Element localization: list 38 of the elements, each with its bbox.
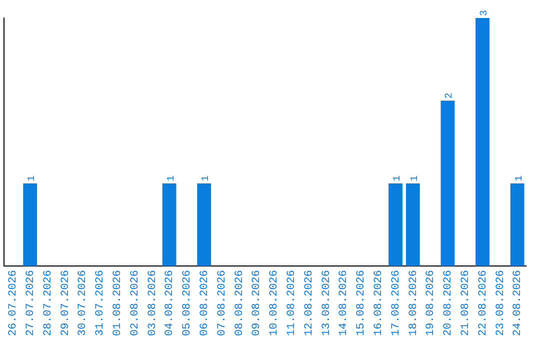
x-tick-label: 04.08.2026 xyxy=(164,270,176,336)
data-label: 3 xyxy=(480,10,490,16)
data-label: 1 xyxy=(27,175,38,182)
x-tick-label: 17.08.2026 xyxy=(390,270,402,336)
x-tick-label: 01.08.2026 xyxy=(112,270,124,336)
x-tick-label: 20.08.2026 xyxy=(442,270,455,336)
x-tick-label: 14.08.2026 xyxy=(338,270,350,336)
x-tick-label: 02.08.2026 xyxy=(129,270,142,336)
x-tick-label: 08.08.2026 xyxy=(234,270,246,336)
data-label: 1 xyxy=(166,175,178,182)
x-tick-label: 16.08.2026 xyxy=(373,270,386,336)
x-tick-label: 09.08.2026 xyxy=(251,270,264,336)
x-tick-label: 12.08.2026 xyxy=(303,270,316,336)
data-label: 1 xyxy=(410,175,421,182)
x-tick-label: 10.08.2026 xyxy=(268,270,281,336)
x-tick-label: 24.08.2026 xyxy=(512,270,524,336)
x-tick-label: 26.07.2026 xyxy=(8,270,20,336)
x-tick-label: 06.08.2026 xyxy=(199,270,212,336)
x-tick-label: 05.08.2026 xyxy=(182,270,194,336)
x-tick-label: 11.08.2026 xyxy=(286,270,298,336)
x-tick-label: 29.07.2026 xyxy=(60,270,72,336)
x-tick-label: 07.08.2026 xyxy=(216,270,228,336)
x-tick-label: 03.08.2026 xyxy=(146,270,159,336)
x-tick-label: 22.08.2026 xyxy=(477,270,490,336)
x-tick-label: 19.08.2026 xyxy=(425,270,438,336)
data-label: 1 xyxy=(514,175,526,182)
data-label: 1 xyxy=(201,175,212,182)
x-tick-label: 21.08.2026 xyxy=(460,270,472,336)
x-tick-label: 13.08.2026 xyxy=(320,270,333,336)
x-tick-label: 27.07.2026 xyxy=(25,270,38,336)
x-tick-label: 15.08.2026 xyxy=(356,270,368,336)
x-tick-label: 30.07.2026 xyxy=(77,270,90,336)
x-tick-label: 31.07.2026 xyxy=(94,270,107,336)
x-tick-label: 23.08.2026 xyxy=(494,270,507,336)
data-label: 1 xyxy=(392,175,404,182)
x-tick-label: 18.08.2026 xyxy=(408,270,420,336)
x-tick-label: 28.07.2026 xyxy=(42,270,54,336)
data-label: 2 xyxy=(444,92,456,99)
